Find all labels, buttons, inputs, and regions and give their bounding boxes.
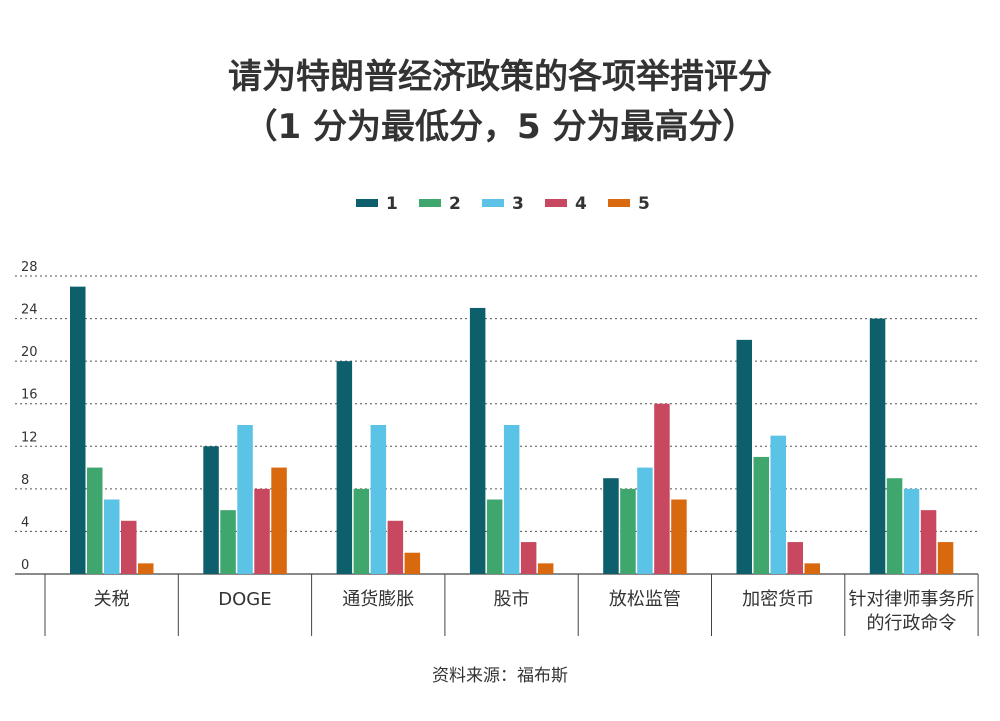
bar-7-series-4 (920, 510, 937, 574)
bar-1-series-3 (104, 499, 120, 574)
category-label: 针对律师事务所 (848, 589, 974, 610)
bar-6-series-1 (736, 339, 752, 574)
bar-7-series-2 (886, 478, 903, 574)
bar-5-series-5 (671, 499, 687, 574)
legend-swatch-4 (545, 199, 567, 207)
chart-title-line2: （1 分为最低分，5 分为最高分） (243, 107, 757, 147)
bar-1-series-2 (87, 467, 103, 574)
category-label: 关税 (94, 589, 130, 610)
bar-1-series-5 (138, 563, 154, 574)
legend-label-2: 2 (449, 194, 461, 214)
legend-swatch-3 (482, 199, 504, 207)
bar-5-series-1 (603, 478, 619, 574)
legend-label-5: 5 (638, 194, 650, 214)
chart-title-line1: 请为特朗普经济政策的各项举措评分 (228, 57, 772, 97)
bar-3-series-2 (353, 488, 370, 574)
bar-4-series-5 (537, 563, 554, 574)
bar-4-series-1 (469, 307, 486, 574)
y-tick-label-20: 20 (21, 345, 38, 360)
legend-swatch-1 (356, 199, 378, 207)
bar-6-series-5 (804, 563, 820, 574)
bar-4-series-3 (503, 425, 520, 574)
bar-6-series-2 (753, 456, 769, 574)
y-tick-label-12: 12 (21, 430, 38, 445)
bar-3-series-1 (336, 361, 353, 574)
category-label: 的行政命令 (866, 613, 956, 634)
bar-3-series-4 (387, 520, 404, 574)
legend-swatch-2 (419, 199, 441, 207)
bar-2-series-5 (271, 467, 287, 574)
category-label: 通货膨胀 (342, 589, 414, 610)
bar-7-series-5 (937, 542, 954, 574)
legend-swatch-5 (608, 199, 630, 207)
source-note: 资料来源：福布斯 (432, 666, 568, 686)
legend-label-4: 4 (575, 194, 587, 214)
bar-4-series-2 (486, 499, 503, 574)
bar-4-series-4 (520, 542, 537, 574)
bar-7-series-3 (903, 488, 920, 574)
y-tick-label-4: 4 (21, 515, 29, 530)
legend-label-1: 1 (386, 194, 398, 214)
legend-label-3: 3 (512, 194, 524, 214)
bar-7-series-1 (869, 318, 886, 574)
bar-5-series-4 (654, 403, 670, 574)
category-label: 加密货币 (742, 589, 814, 610)
bar-2-series-3 (237, 425, 253, 574)
bar-2-series-1 (203, 446, 219, 574)
y-tick-label-16: 16 (21, 388, 38, 403)
bar-2-series-2 (220, 510, 236, 574)
bar-1-series-1 (70, 286, 86, 574)
bar-3-series-5 (404, 552, 421, 574)
category-label: DOGE (218, 589, 271, 610)
bar-3-series-3 (370, 425, 387, 574)
bar-6-series-3 (770, 435, 786, 574)
bar-6-series-4 (787, 542, 803, 574)
category-label: 放松监管 (609, 589, 681, 610)
y-tick-label-0: 0 (21, 558, 29, 573)
category-label: 股市 (494, 589, 530, 610)
bar-2-series-4 (254, 488, 270, 574)
bar-5-series-2 (620, 488, 636, 574)
y-tick-label-8: 8 (21, 473, 29, 488)
y-tick-label-28: 28 (21, 260, 38, 275)
y-tick-label-24: 24 (21, 303, 38, 318)
bar-5-series-3 (637, 467, 653, 574)
bar-1-series-4 (121, 520, 137, 574)
